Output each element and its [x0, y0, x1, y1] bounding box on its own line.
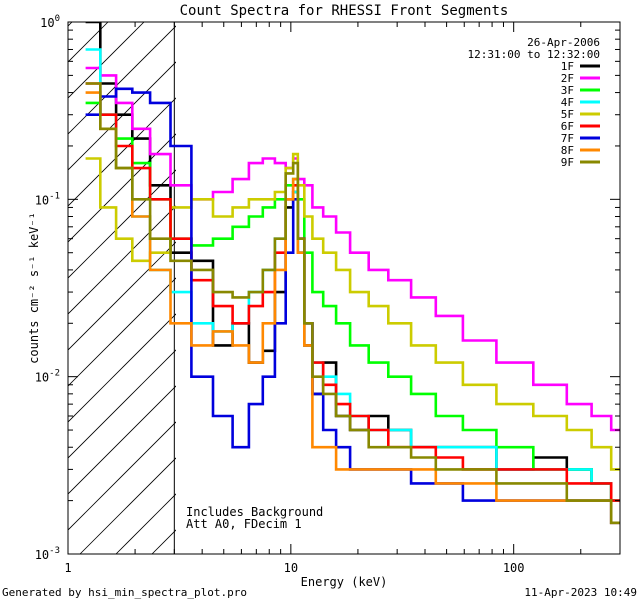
x-tick-label: 1	[64, 561, 71, 575]
series-5f	[85, 152, 620, 471]
hatch-line	[68, 97, 176, 207]
chart-title: Count Spectra for RHESSI Front Segments	[180, 3, 509, 19]
hatch-line	[68, 61, 176, 171]
legend-label: 1F	[561, 60, 574, 73]
series-3f	[85, 101, 620, 502]
hatched-region	[68, 22, 176, 554]
x-tick-label: 100	[503, 561, 525, 575]
series-layer	[85, 22, 620, 525]
series-8f	[85, 91, 620, 525]
annotation: Att A0, FDecim 1	[186, 517, 302, 531]
legend-label: 5F	[561, 108, 574, 121]
legend-date: 26-Apr-2006	[527, 36, 600, 49]
footer-generated-by: Generated by hsi_min_spectra_plot.pro	[2, 586, 247, 599]
legend-label: 8F	[561, 144, 574, 157]
hatch-line	[68, 25, 176, 135]
legend-label: 2F	[561, 72, 574, 85]
hatch-line	[68, 421, 176, 531]
x-axis-ticks	[67, 22, 621, 554]
series-2f	[85, 66, 620, 432]
hatch-line	[68, 133, 176, 243]
hatch-line	[68, 385, 176, 495]
y-tick-label: 10-1	[35, 191, 60, 207]
hatch-line	[79, 457, 176, 554]
annotation: Includes Background	[186, 505, 323, 519]
legend-label: 4F	[561, 96, 574, 109]
plot-frame	[67, 21, 621, 555]
legend-label: 7F	[561, 132, 574, 145]
hatch-line	[68, 241, 176, 351]
y-tick-label: 10-3	[35, 546, 60, 562]
legend-label: 6F	[561, 120, 574, 133]
legend-label: 3F	[561, 84, 574, 97]
hatch-line	[68, 277, 176, 387]
series-9f	[85, 82, 620, 525]
legend-time-range: 12:31:00 to 12:32:00	[468, 48, 600, 61]
hatch-line	[68, 313, 176, 423]
y-axis-label: counts cm⁻² s⁻¹ keV⁻¹	[27, 212, 41, 364]
y-tick-label: 100	[40, 14, 60, 30]
x-tick-label: 10	[284, 561, 298, 575]
hatch-line	[68, 349, 176, 459]
y-tick-label: 10-2	[35, 369, 60, 385]
footer-timestamp: 11-Apr-2023 10:49	[524, 586, 637, 599]
series-4f	[85, 48, 620, 502]
x-axis-label: Energy (keV)	[301, 575, 388, 589]
x-tick-labels: 1 10 100	[64, 561, 524, 575]
y-tick-labels: 100 10-1 10-2 10-3	[35, 14, 60, 562]
legend-label: 9F	[561, 156, 574, 169]
y-axis-ticks	[68, 29, 620, 555]
hatch-line	[68, 205, 176, 315]
